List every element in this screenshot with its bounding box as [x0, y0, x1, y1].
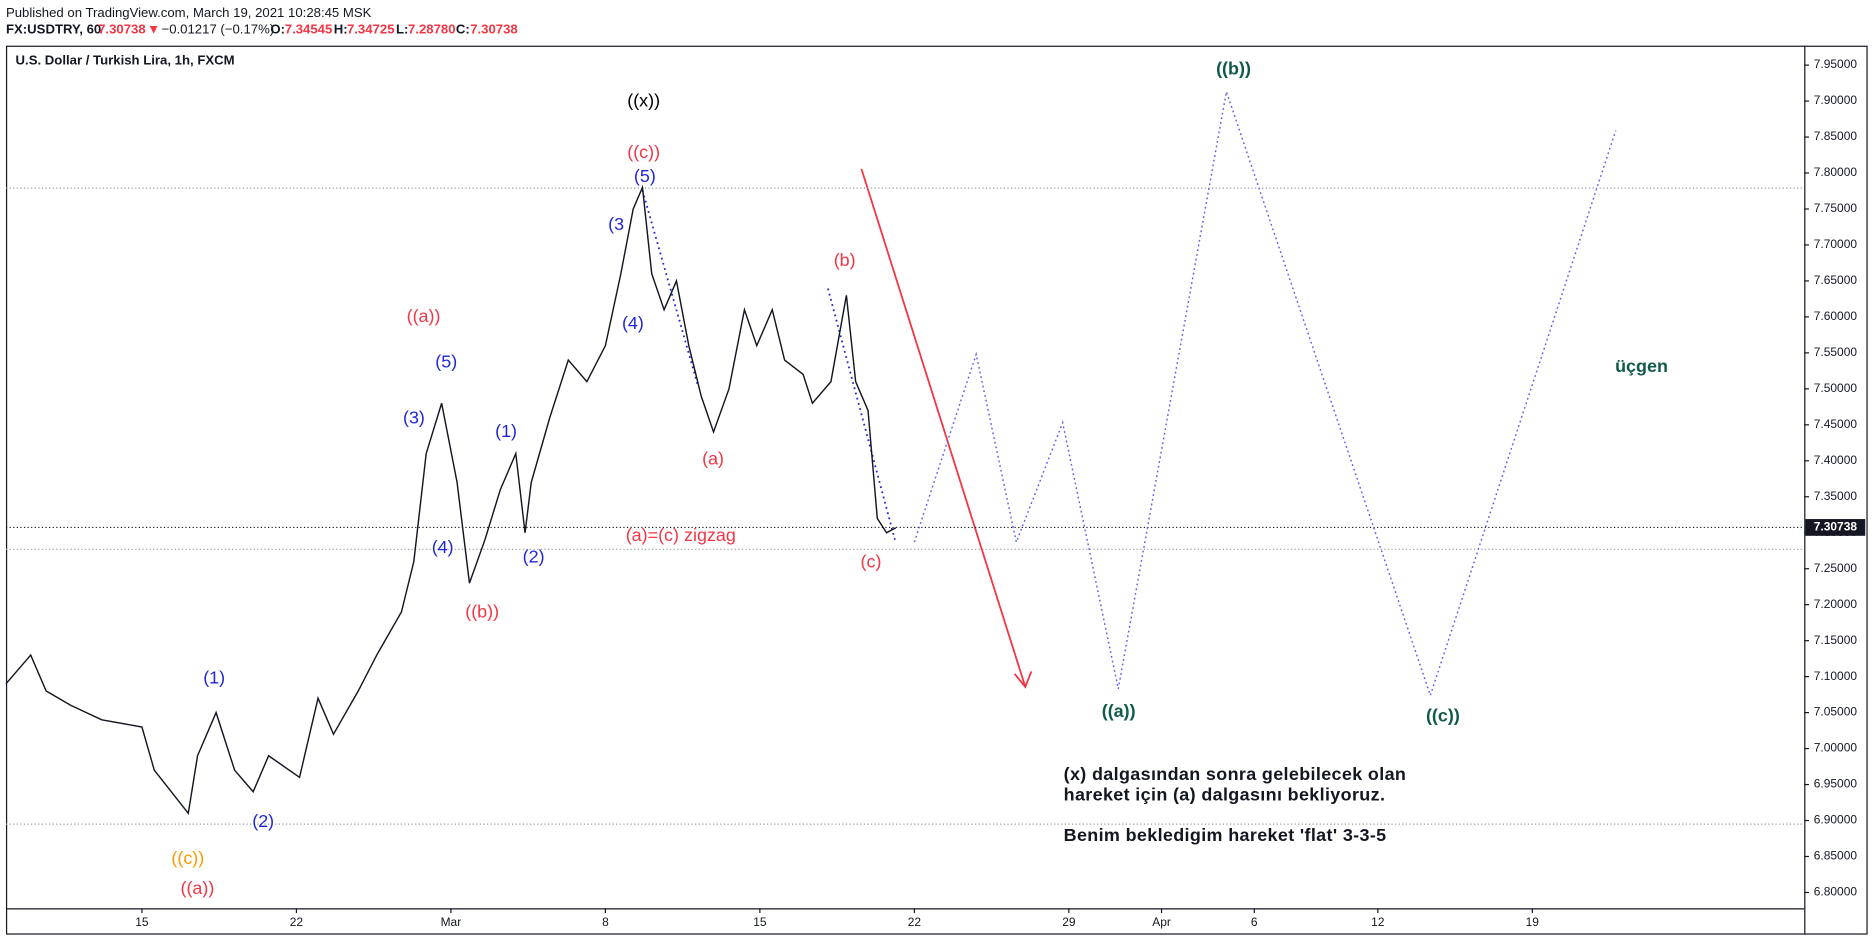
- note-line: (x) dalgasından sonra gelebilecek olan: [1064, 764, 1407, 784]
- y-tick-label: 7.70000: [1814, 237, 1858, 251]
- wave-label: (1): [495, 421, 517, 441]
- wave-label: ((b)): [1216, 58, 1251, 78]
- wave-label: (4): [622, 313, 644, 333]
- l-label: L:: [396, 22, 408, 37]
- y-tick-label: 7.85000: [1814, 129, 1858, 143]
- last-price-label: 7.30738: [1814, 520, 1858, 534]
- arrow: ▼: [147, 22, 160, 37]
- y-tick-label: 7.50000: [1814, 381, 1858, 395]
- h-label: H:: [334, 22, 348, 37]
- y-tick-label: 7.10000: [1814, 669, 1858, 683]
- wave-label: (a)=(c) zigzag: [626, 525, 736, 545]
- y-tick-label: 7.40000: [1814, 453, 1858, 467]
- y-tick-label: 7.55000: [1814, 345, 1858, 359]
- wave-label: (c): [861, 551, 882, 571]
- wave-label: (2): [523, 546, 545, 566]
- y-tick-label: 7.95000: [1814, 57, 1858, 71]
- open: 7.34545: [285, 22, 333, 37]
- wave-label: ((c)): [171, 848, 204, 868]
- wave-label: (5): [634, 166, 656, 186]
- x-tick-label: 29: [1062, 915, 1076, 929]
- y-tick-label: 6.90000: [1814, 813, 1858, 827]
- o-label: O:: [270, 22, 285, 37]
- x-tick-label: 22: [290, 915, 304, 929]
- price-line: [5, 184, 897, 816]
- x-tick-label: 6: [1251, 915, 1258, 929]
- y-tick-label: 7.25000: [1814, 561, 1858, 575]
- high: 7.34725: [347, 22, 395, 37]
- wave-label: üçgen: [1615, 356, 1668, 376]
- published: Published on TradingView.com, March 19, …: [6, 5, 372, 20]
- y-tick-label: 6.80000: [1814, 885, 1858, 899]
- symbol-info: FX:USDTRY, 60 7.30738 ▼ −0.01217 (−0.17%…: [6, 22, 518, 37]
- wave-label: (2): [252, 811, 274, 831]
- x-tick-label: 15: [135, 915, 149, 929]
- y-tick-label: 7.15000: [1814, 633, 1858, 647]
- wave-label: ((a)): [1102, 701, 1136, 721]
- y-tick-label: 7.45000: [1814, 417, 1858, 431]
- x-tick-label: 15: [753, 915, 767, 929]
- wave-label: ((x)): [627, 91, 660, 111]
- wave-label: ((a)): [407, 306, 441, 326]
- low: 7.28780: [408, 22, 456, 37]
- y-tick-label: 7.90000: [1814, 93, 1858, 107]
- wave-label: (4): [432, 537, 454, 557]
- close: 7.30738: [470, 22, 518, 37]
- y-tick-label: 7.05000: [1814, 705, 1858, 719]
- wave-label: ((c)): [1426, 706, 1460, 726]
- y-tick-label: 7.60000: [1814, 309, 1858, 323]
- red-arrow: [860, 168, 1033, 689]
- wave-label: (a): [702, 448, 724, 468]
- trend-line: [641, 190, 699, 385]
- c-label: C:: [456, 22, 470, 37]
- y-tick-label: 7.75000: [1814, 201, 1858, 215]
- y-tick-label: 7.65000: [1814, 273, 1858, 287]
- y-tick-label: 6.85000: [1814, 849, 1858, 863]
- x-tick-label: 19: [1526, 915, 1540, 929]
- y-tick-label: 7.00000: [1814, 741, 1858, 755]
- y-tick-label: 7.35000: [1814, 489, 1858, 503]
- x-tick-label: 22: [908, 915, 922, 929]
- wave-label: (1): [203, 667, 225, 687]
- x-tick-label: 8: [602, 915, 609, 929]
- note-line: Benim bekledigim hareket 'flat' 3-3-5: [1064, 825, 1387, 845]
- last-price-tag: [1805, 519, 1866, 536]
- note-line: hareket için (a) dalgasını bekliyoruz.: [1064, 785, 1386, 805]
- wave-label: ((b)): [465, 602, 499, 622]
- y-tick-label: 6.95000: [1814, 777, 1858, 791]
- chart-title: U.S. Dollar / Turkish Lira, 1h, FXCM: [16, 53, 235, 68]
- projection-path: [913, 91, 1617, 698]
- y-tick-label: 7.80000: [1814, 165, 1858, 179]
- chart-frame: [5, 45, 1868, 935]
- wave-label: (5): [435, 351, 457, 371]
- x-tick-label: Mar: [441, 915, 462, 929]
- wave-label: ((a)): [180, 878, 214, 898]
- last: 7.30738: [98, 22, 146, 37]
- wave-label: (3: [608, 214, 624, 234]
- x-tick-label: Apr: [1152, 915, 1171, 929]
- wave-label: (b): [834, 250, 856, 270]
- wave-label: ((c)): [627, 142, 660, 162]
- y-tick-label: 7.20000: [1814, 597, 1858, 611]
- trend-line: [827, 288, 896, 541]
- x-tick-label: 12: [1371, 915, 1385, 929]
- wave-label: (3): [403, 408, 425, 428]
- change: −0.01217 (−0.17%): [162, 22, 275, 37]
- symbol: FX:USDTRY, 60: [6, 22, 101, 37]
